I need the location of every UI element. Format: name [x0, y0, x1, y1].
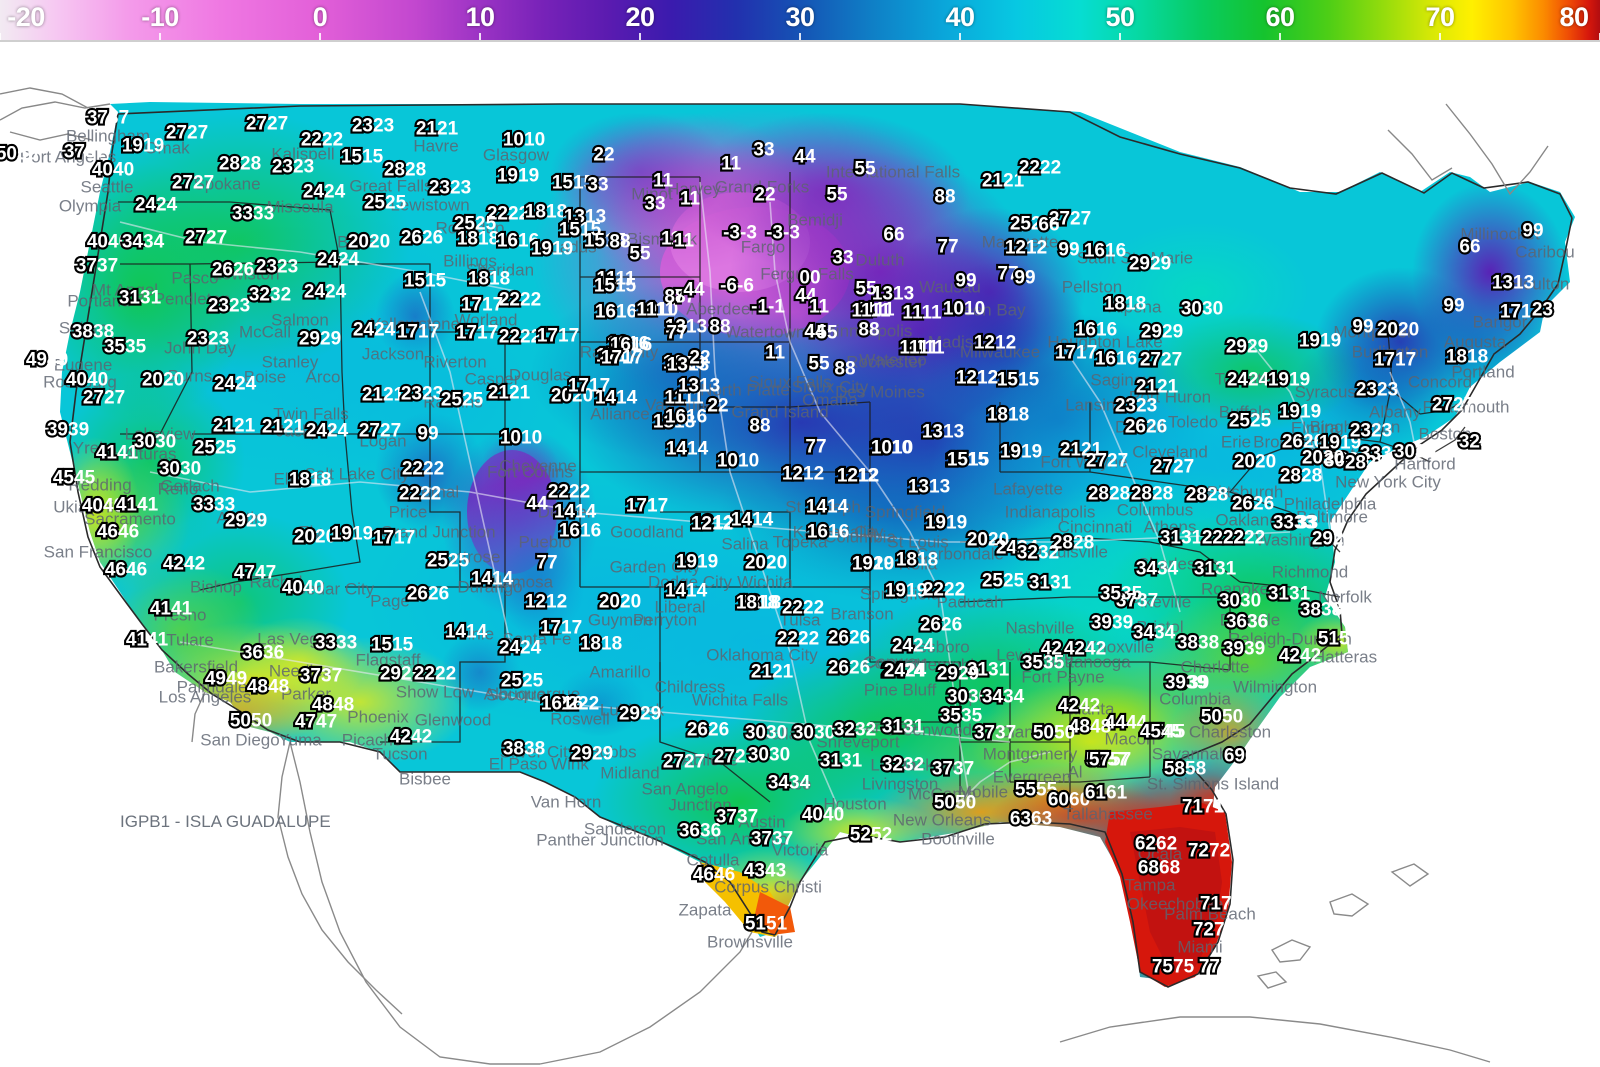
caribbean-outline: [1059, 863, 1491, 1063]
colorbar-tickmark: [799, 33, 801, 42]
mexico-outline: [191, 691, 753, 1065]
colorbar-tick-10: 10: [465, 2, 495, 32]
map-canvas: [0, 87, 1575, 1065]
temperature-map: 3737 5050 3737 1919 2727 4040 2727 2828 2727 2222…: [0, 42, 1600, 1067]
colorbar-tickmark: [479, 33, 481, 42]
colorbar-tickmark: [639, 33, 641, 42]
colorbar-tick-neg20: -20: [7, 2, 45, 32]
colorbar-tick-30: 30: [785, 2, 815, 32]
colorbar-tick-labels: -20 -10 0 10 20 30 40 50 60 70 80: [0, 0, 1600, 42]
product-id-label: IGPB1 - ISLA GUADALUPE: [120, 812, 331, 831]
colorbar-tick-20: 20: [625, 2, 655, 32]
canada-outline: [0, 87, 1549, 196]
colorbar-tick-70: 70: [1425, 2, 1455, 32]
florida-fill: [1105, 802, 1232, 987]
colorbar-tickmark: [319, 33, 321, 42]
coastline-outline: [69, 103, 1573, 988]
colorbar-tick-50: 50: [1105, 2, 1135, 32]
colorbar-baseline: [0, 40, 1600, 42]
colorbar-tick-40: 40: [945, 2, 975, 32]
temperature-field: [60, 102, 1575, 982]
colorbar-tickmark: [1279, 33, 1281, 42]
south-texas-fill: [700, 862, 795, 937]
colorbar-tickmark: [1439, 33, 1441, 42]
colorbar-tickmark: [159, 33, 161, 42]
colorbar-tick-0: 0: [312, 2, 328, 32]
state-borders: [118, 172, 1466, 812]
colorbar-tickmark: [1119, 33, 1121, 42]
colorbar-tick-60: 60: [1265, 2, 1295, 32]
rivers-highways: [119, 181, 1421, 813]
colorbar-tickmark: [0, 33, 1, 42]
colorbar-tick-80: 80: [1559, 2, 1589, 32]
colorbar-tick-neg10: -10: [141, 2, 179, 32]
temperature-colorbar: -20 -10 0 10 20 30 40 50 60 70 80: [0, 0, 1600, 42]
colorbar-tickmark: [959, 33, 961, 42]
